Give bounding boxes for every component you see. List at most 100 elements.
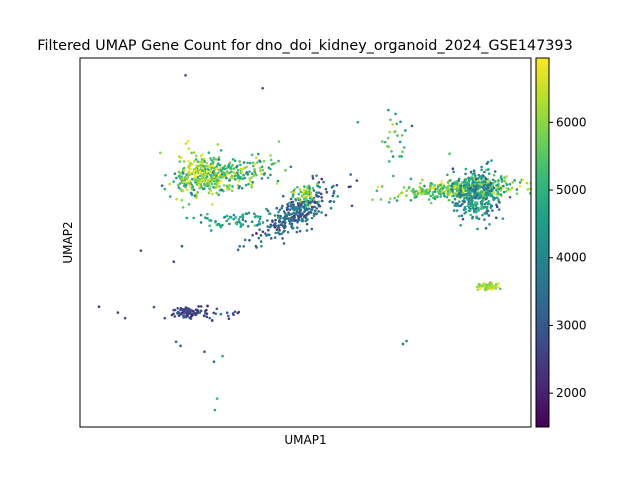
scatter-point — [396, 134, 399, 137]
scatter-point — [227, 217, 230, 221]
scatter-point — [464, 192, 468, 196]
scatter-point — [182, 160, 186, 163]
scatter-point — [475, 201, 479, 205]
scatter-point — [221, 167, 225, 170]
scatter-point — [315, 207, 319, 210]
scatter-point — [215, 179, 219, 182]
scatter-point — [179, 308, 182, 312]
scatter-point — [268, 233, 271, 237]
scatter-point — [433, 184, 436, 187]
scatter-point — [393, 130, 397, 134]
scatter-point — [489, 194, 492, 198]
scatter-point — [461, 217, 465, 221]
scatter-point — [299, 200, 302, 203]
scatter-point — [189, 317, 193, 320]
scatter-point — [492, 173, 496, 177]
scatter-point — [310, 216, 314, 220]
scatter-point — [231, 157, 235, 161]
scatter-point — [238, 177, 242, 180]
scatter-point — [214, 312, 218, 315]
scatter-point — [453, 204, 457, 207]
scatter-point — [256, 161, 259, 164]
scatter-point — [355, 179, 359, 182]
scatter-point — [163, 316, 167, 320]
scatter-point — [448, 179, 452, 182]
scatter-point — [474, 210, 478, 214]
scatter-point — [480, 180, 484, 184]
scatter-point — [439, 195, 442, 198]
scatter-point — [217, 158, 221, 161]
scatter-point — [312, 198, 316, 201]
scatter-point — [281, 221, 284, 224]
scatter-point — [188, 185, 192, 188]
scatter-point — [401, 191, 404, 195]
scatter-point — [290, 190, 293, 194]
colorbar-tick-label: 6000 — [556, 115, 587, 129]
scatter-point — [276, 216, 280, 219]
scatter-point — [429, 184, 433, 187]
scatter-point — [418, 189, 422, 193]
scatter-point — [477, 179, 480, 182]
scatter-point — [210, 319, 214, 322]
scatter-point — [387, 200, 391, 204]
scatter-point — [452, 194, 455, 198]
scatter-point — [401, 150, 404, 153]
scatter-point — [287, 201, 291, 205]
scatter-point — [241, 213, 245, 217]
scatter-point — [315, 193, 318, 197]
scatter-point — [380, 140, 384, 143]
scatter-point — [204, 183, 207, 187]
scatter-point — [239, 222, 242, 225]
scatter-point — [391, 174, 395, 178]
scatter-point — [481, 174, 484, 177]
scatter-point — [515, 188, 519, 191]
scatter-point — [452, 170, 455, 174]
scatter-point — [451, 167, 455, 170]
scatter-point — [208, 224, 211, 228]
scatter-point — [427, 192, 431, 195]
scatter-point — [429, 194, 432, 198]
scatter-point — [243, 238, 247, 242]
scatter-point — [298, 196, 301, 200]
scatter-point — [490, 184, 494, 187]
scatter-point — [281, 194, 285, 198]
scatter-point — [232, 167, 236, 170]
scatter-point — [336, 195, 339, 198]
scatter-point — [497, 285, 501, 289]
scatter-point — [190, 308, 193, 312]
scatter-point — [356, 120, 360, 124]
scatter-point — [259, 172, 263, 176]
scatter-point — [462, 180, 466, 184]
scatter-point — [203, 216, 207, 219]
scatter-point — [247, 182, 250, 186]
scatter-point — [203, 177, 207, 181]
scatter-point — [298, 188, 302, 191]
scatter-point — [297, 192, 301, 196]
scatter-point — [502, 190, 506, 194]
scatter-point — [277, 210, 280, 214]
scatter-point — [291, 195, 295, 199]
scatter-point — [499, 189, 503, 192]
scatter-point — [483, 212, 487, 215]
scatter-point — [518, 181, 522, 184]
scatter-point — [487, 168, 490, 171]
scatter-point — [470, 187, 474, 191]
scatter-point — [239, 167, 243, 171]
scatter-point — [464, 178, 468, 181]
scatter-point — [317, 195, 320, 198]
scatter-point — [274, 218, 277, 222]
scatter-point — [453, 186, 457, 189]
scatter-point — [508, 188, 512, 192]
scatter-point — [463, 212, 466, 215]
scatter-point — [494, 285, 498, 289]
scatter-point — [195, 192, 198, 196]
scatter-point — [467, 176, 470, 180]
scatter-point — [317, 191, 321, 194]
scatter-point — [302, 197, 306, 200]
scatter-point — [199, 213, 203, 217]
scatter-point — [211, 192, 214, 196]
scatter-point — [475, 215, 478, 218]
scatter-point — [170, 313, 174, 317]
scatter-point — [487, 172, 491, 175]
scatter-point — [306, 188, 309, 191]
